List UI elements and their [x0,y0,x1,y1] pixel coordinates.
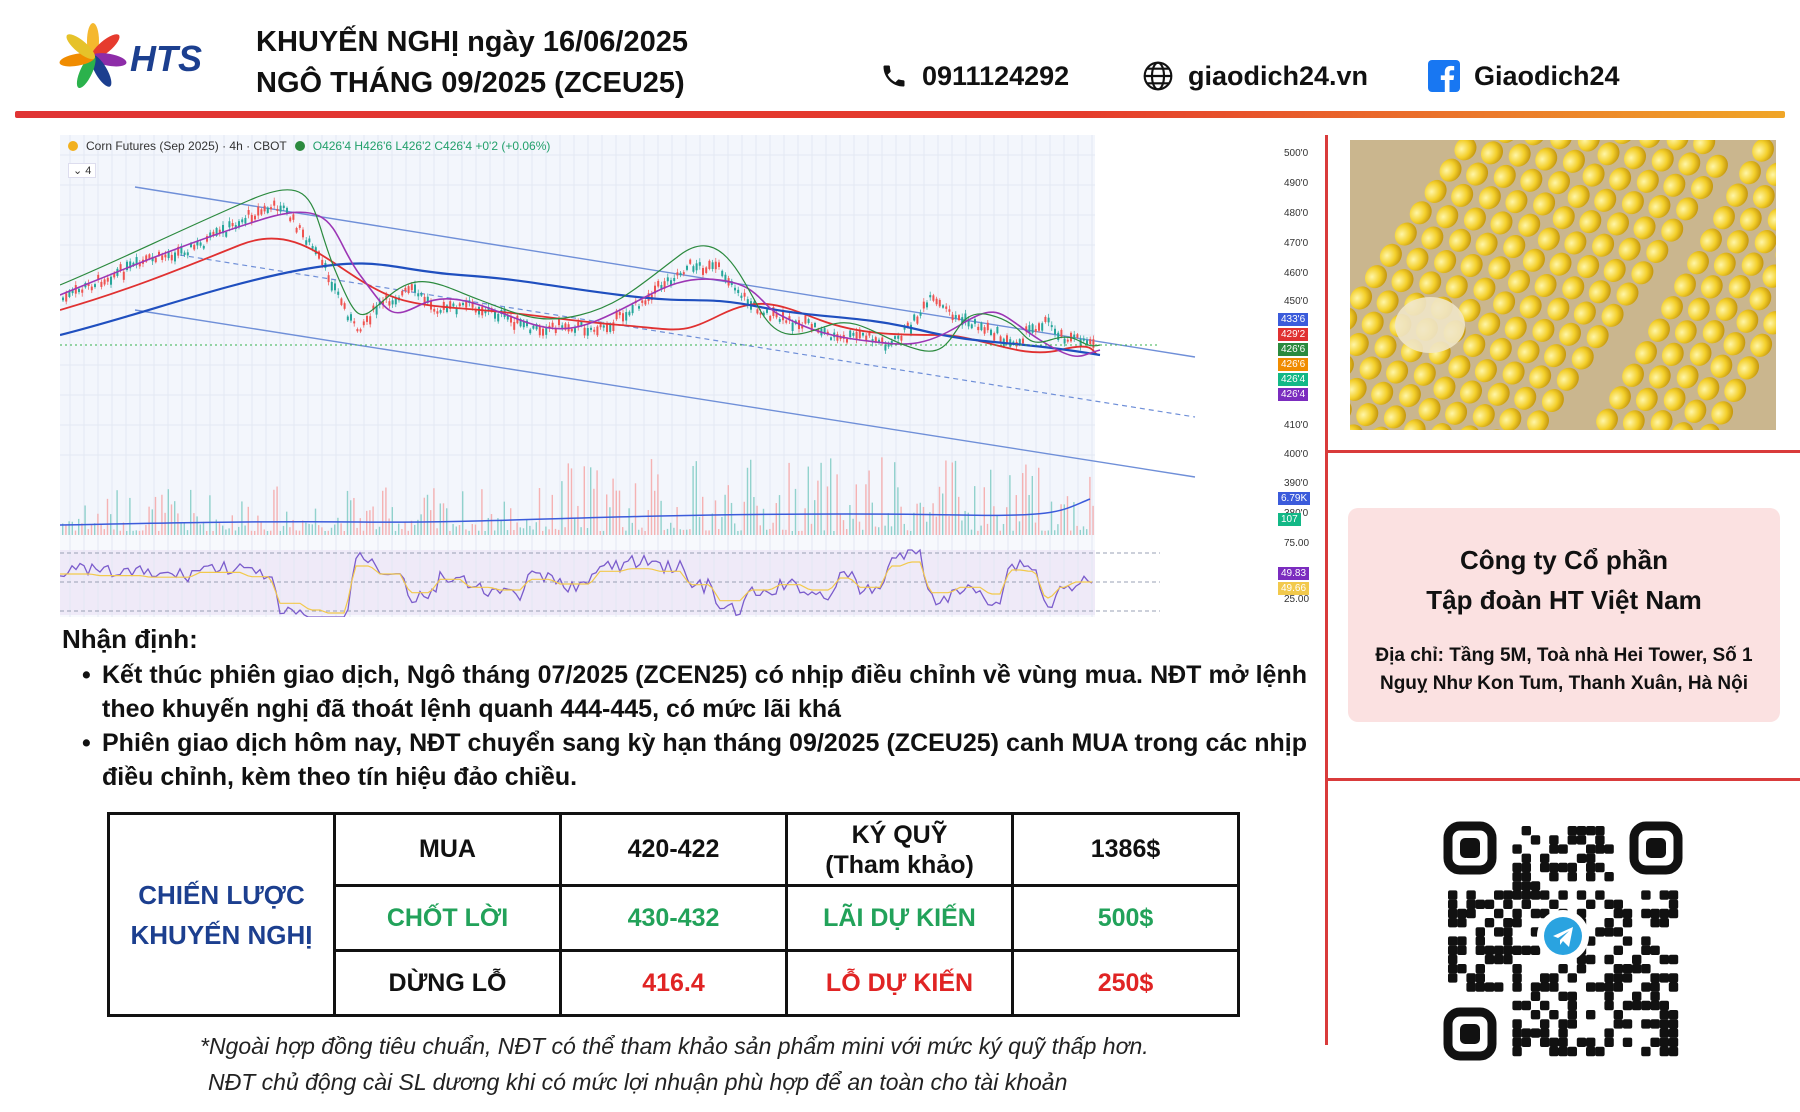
price-tag: 426'4 [1278,388,1309,401]
status-dot [294,141,305,151]
facebook-contact[interactable]: Giaodich24 [1428,60,1620,92]
price-tag: 433'6 [1278,313,1309,326]
price-tick-label: 490'0 [1284,178,1309,189]
price-tag: 426'6 [1278,343,1309,356]
address-line-2: Nguỵ Như Kon Tum, Thanh Xuân, Hà Nội [1379,673,1749,694]
chart-ohlc: O426'4 H426'6 L426'2 C426'4 +0'2 (+0.06%… [312,139,551,153]
company-name: Công ty Cổ phần Tập đoàn HT Việt Nam [1348,540,1780,620]
price-chart: Corn Futures (Sep 2025) · 4h · CBOT O426… [59,135,1311,618]
section-divider-1 [1328,450,1800,453]
analysis-bullet: Phiên giao dịch hôm nay, NĐT chuyển sang… [62,726,1307,794]
address-line-1: Địa chỉ: Tầng 5M, Toà nhà Hei Tower, Số … [1375,645,1753,666]
globe-icon [1143,61,1173,91]
title-line-1: KHUYẾN NGHỊ ngày 16/06/2025 [256,26,688,58]
company-name-line-1: Công ty Cổ phần [1460,545,1668,575]
price-tag: 426'4 [1278,373,1309,386]
margin-label: KÝ QUỸ (Tham khảo) [785,812,1014,887]
buy-label: MUA [333,812,562,887]
expected-profit-value: 500$ [1011,884,1240,952]
chart-canvas [59,135,1196,618]
take-profit-label: CHỐT LỜI [333,884,562,952]
indicator-toggle[interactable]: ⌄ 4 [68,163,97,178]
price-tag: 426'6 [1278,358,1309,371]
price-tick-label: 400'0 [1284,449,1309,460]
strategy-label-line-1: CHIẾN LƯỢC [138,879,305,910]
phone-icon [883,65,905,87]
hts-logo: HTS [58,22,208,97]
table-row: CHỐT LỜI 430-432 LÃI DỰ KIẾN 500$ [109,884,1240,952]
header-divider [15,111,1785,118]
indicator-count: 4 [85,165,92,177]
strategy-label: CHIẾN LƯỢC KHUYẾN NGHỊ [107,812,336,1017]
analysis-list: Kết thúc phiên giao dịch, Ngô tháng 07/2… [62,658,1307,794]
column-divider [1325,135,1328,1045]
footnote-line-1: *Ngoài hợp đồng tiêu chuẩn, NĐT có thể t… [200,1033,1149,1059]
price-tick-label: 450'0 [1284,296,1309,307]
company-info: Công ty Cổ phần Tập đoàn HT Việt Nam Địa… [1348,508,1780,722]
hts-logo-icon [59,23,127,89]
price-tag: 49.66 [1278,582,1310,595]
price-tag: 429'2 [1278,328,1309,341]
price-tag: 49.83 [1278,567,1310,580]
price-tick-label: 460'0 [1284,268,1309,279]
chart-legend: Corn Futures (Sep 2025) · 4h · CBOT O426… [68,139,550,153]
buy-value: 420-422 [559,812,788,887]
expected-loss-value: 250$ [1011,949,1240,1017]
footnote-line-2: NĐT chủ động cài SL dương khi có mức lợi… [208,1069,1068,1095]
analysis-bullet: Kết thúc phiên giao dịch, Ngô tháng 07/2… [62,658,1307,726]
facebook-link: Giaodich24 [1474,60,1620,91]
qr-code[interactable] [1440,818,1686,1064]
price-tick-label: 500'0 [1284,148,1309,159]
strategy-table: CHIẾN LƯỢC KHUYẾN NGHỊ MUA 420-422 KÝ QU… [107,812,1240,1017]
stop-loss-label: DỪNG LỖ [333,949,562,1017]
corn-image [1350,140,1776,430]
expected-profit-label: LÃI DỰ KIẾN [785,884,1014,952]
phone-contact[interactable]: 0911124292 [880,60,1069,92]
margin-label-line-1: KÝ QUỸ [851,820,948,849]
phone-number: 0911124292 [922,60,1070,91]
take-profit-value: 430-432 [559,884,788,952]
website-contact[interactable]: giaodich24.vn [1142,60,1368,92]
section-divider-2 [1328,778,1800,781]
price-tick-label: 390'0 [1284,478,1309,489]
telegram-icon [1544,917,1582,955]
facebook-icon [1428,60,1460,92]
expected-loss-label: LỖ DỰ KIẾN [785,949,1014,1017]
page-title: KHUYẾN NGHỊ ngày 16/06/2025 NGÔ THÁNG 09… [256,22,688,104]
table-row: DỪNG LỖ 416.4 LỖ DỰ KIẾN 250$ [109,949,1240,1017]
price-tag: 6.79K [1278,492,1311,505]
margin-value: 1386$ [1011,812,1240,887]
analysis-title: Nhận định: [62,624,198,654]
price-tick-label: 480'0 [1284,208,1309,219]
footnote: *Ngoài hợp đồng tiêu chuẩn, NĐT có thể t… [200,1028,1149,1100]
price-tag: 107 [1278,513,1301,526]
rsi-tick-label: 25.00 [1284,594,1310,605]
price-tick-label: 410'0 [1284,420,1309,431]
company-name-line-2: Tập đoàn HT Việt Nam [1426,585,1702,615]
strategy-label-line-2: KHUYẾN NGHỊ [130,919,313,950]
rsi-tick-label: 75.00 [1284,538,1310,549]
table-row: CHIẾN LƯỢC KHUYẾN NGHỊ MUA 420-422 KÝ QU… [107,812,1240,1017]
brand-name: HTS [130,38,202,79]
company-address: Địa chỉ: Tầng 5M, Toà nhà Hei Tower, Số … [1348,642,1780,698]
margin-label-line-2: (Tham khảo) [825,850,974,879]
website-link: giaodich24.vn [1188,60,1369,91]
analysis-section: Nhận định: Kết thúc phiên giao dịch, Ngô… [62,622,1307,794]
title-line-2: NGÔ THÁNG 09/2025 (ZCEU25) [256,67,685,99]
stop-loss-value: 416.4 [559,949,788,1017]
symbol-icon [68,141,78,151]
price-tick-label: 470'0 [1284,238,1309,249]
chart-symbol: Corn Futures (Sep 2025) · 4h · CBOT [86,139,287,153]
price-axis: 500'0 490'0 480'0 470'0 460'0 450'0 410'0 400'0… [1278,135,1318,617]
